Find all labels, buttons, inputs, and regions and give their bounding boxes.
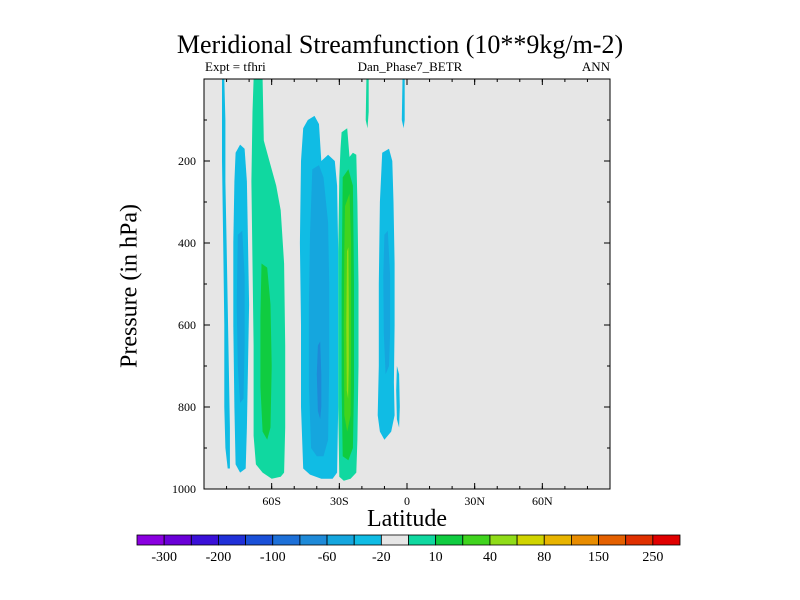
colorbar-swatch — [299, 534, 328, 546]
x-tick-label: 0 — [404, 494, 410, 508]
y-tick-label: 200 — [178, 154, 196, 168]
contour-south-mid-negative-core — [236, 230, 245, 403]
colorbar-swatch — [163, 534, 192, 546]
contour-ferrel-cell-outer — [251, 79, 286, 479]
colorbar-swatch — [462, 534, 491, 546]
colorbar-swatch — [245, 534, 274, 546]
contour-south-hadley-core — [316, 341, 322, 420]
contour-north-mid-negative-core — [383, 230, 391, 375]
colorbar: -300 -200 -100 -60 -20 10 40 80 150 250 — [136, 534, 681, 565]
contour-north-polar-thin-cell — [401, 79, 405, 129]
x-axis-label: Latitude — [367, 506, 447, 532]
colorbar-swatch — [136, 534, 165, 546]
contour-layer — [222, 79, 405, 481]
colorbar-swatch — [380, 534, 409, 546]
colorbar-label: -300 — [151, 550, 177, 565]
colorbar-label: -60 — [318, 550, 337, 565]
chart-title: Meridional Streamfunction (10**9kg/m-2) — [176, 30, 624, 59]
colorbar-swatch — [218, 534, 246, 546]
colorbar-label: -20 — [372, 550, 391, 565]
colorbar-label: 80 — [537, 550, 551, 565]
colorbar-swatch — [489, 534, 518, 546]
x-tick-label: 30S — [330, 494, 349, 508]
colorbar-swatch — [353, 534, 382, 546]
colorbar-swatch — [408, 534, 437, 546]
contour-north-hadley-core — [346, 247, 349, 399]
colorbar-swatch — [272, 534, 301, 546]
colorbar-label: 250 — [642, 550, 663, 565]
contour-north-polar-lower-cell — [396, 366, 400, 428]
contour-north-upper-thin-cell — [365, 79, 369, 129]
colorbar-swatch — [571, 534, 599, 546]
colorbar-label: 10 — [429, 550, 443, 565]
colorbar-swatch — [625, 534, 654, 546]
axis-layer: 60S 30S 0 30N 60N 200 400 600 800 1000 — [172, 79, 610, 508]
colorbar-swatch — [652, 534, 681, 546]
season-label: ANN — [581, 59, 610, 74]
experiment-label: Expt = tfhri — [205, 59, 266, 74]
contour-ferrel-cell-core — [260, 263, 272, 440]
contour-south-polar-thin-cell — [222, 79, 230, 469]
y-axis-label: Pressure (in hPa) — [116, 204, 143, 368]
colorbar-label: 40 — [483, 550, 497, 565]
colorbar-label: -100 — [260, 550, 286, 565]
colorbar-swatch — [435, 534, 464, 546]
colorbar-swatch — [190, 534, 219, 546]
colorbar-swatch — [516, 534, 545, 546]
colorbar-swatch — [543, 534, 572, 546]
contour-south-hadley-middle — [308, 165, 330, 457]
x-tick-label: 60S — [262, 494, 281, 508]
case-label: Dan_Phase7_BETR — [357, 59, 463, 74]
y-tick-label: 600 — [178, 318, 196, 332]
x-tick-label: 60N — [532, 494, 553, 508]
colorbar-swatch — [598, 534, 627, 546]
y-tick-label: 800 — [178, 400, 196, 414]
colorbar-label: 150 — [588, 550, 609, 565]
y-tick-label: 1000 — [172, 482, 196, 496]
colorbar-swatch — [326, 534, 355, 546]
colorbar-label: -200 — [206, 550, 232, 565]
x-tick-label: 30N — [464, 494, 485, 508]
y-tick-label: 400 — [178, 236, 196, 250]
